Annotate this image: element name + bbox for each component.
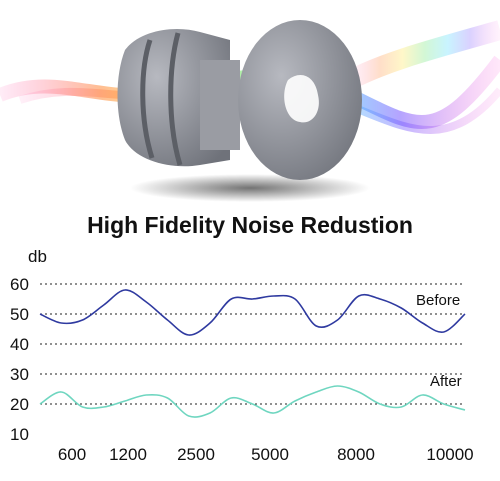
grid-lines [40, 283, 465, 405]
y-tick-label: 60 [10, 275, 29, 294]
y-tick-label: 40 [10, 335, 29, 354]
earplug-shadow [130, 174, 370, 202]
series-label-before: Before [416, 292, 460, 309]
series-line-before [39, 289, 466, 336]
x-tick-label: 10000 [426, 445, 473, 464]
y-tick-labels: 60 50 40 30 20 10 [10, 275, 29, 444]
rainbow-swirl [345, 20, 500, 89]
y-tick-label: 10 [10, 425, 29, 444]
x-tick-label: 8000 [337, 445, 375, 464]
product-image [0, 20, 500, 202]
y-tick-label: 30 [10, 365, 29, 384]
earplug-icon [117, 20, 362, 180]
series-line-after [39, 385, 466, 418]
x-tick-label: 2500 [177, 445, 215, 464]
x-tick-label: 5000 [251, 445, 289, 464]
x-tick-label: 600 [58, 445, 86, 464]
y-tick-label: 20 [10, 395, 29, 414]
y-axis-unit: db [28, 247, 47, 266]
y-tick-label: 50 [10, 305, 29, 324]
noise-chart: db 60 50 40 30 20 10 600 1200 2500 5000 8000 10000… [10, 247, 474, 464]
series-lines [39, 289, 466, 418]
series-label-after: After [430, 373, 462, 390]
chart-title: High Fidelity Noise Redustion [87, 212, 413, 238]
x-tick-labels: 600 1200 2500 5000 8000 10000 [58, 445, 474, 464]
x-tick-label: 1200 [109, 445, 147, 464]
series-labels: Before After [416, 292, 462, 390]
